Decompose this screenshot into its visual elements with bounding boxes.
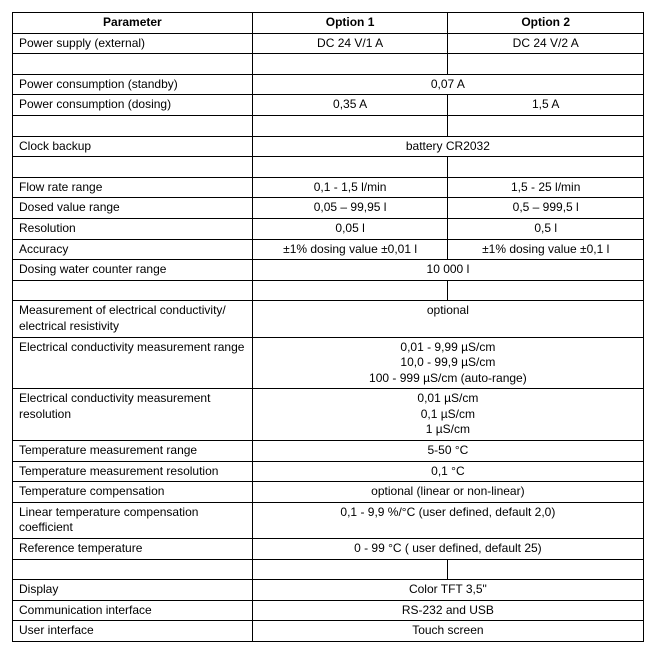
table-row: Clock backup battery CR2032 — [13, 136, 644, 157]
table-row: Electrical conductivity measurement reso… — [13, 389, 644, 441]
param-label: Reference temperature — [13, 539, 253, 560]
res-line: 1 µS/cm — [259, 422, 637, 438]
empty-cell — [252, 157, 448, 178]
table-row: Temperature measurement resolution 0,1 °… — [13, 461, 644, 482]
param-opt2: DC 24 V/2 A — [448, 33, 644, 54]
table-row: Temperature measurement range 5-50 °C — [13, 441, 644, 462]
param-merged: RS-232 and USB — [252, 600, 643, 621]
table-row: Linear temperature compensation coeffici… — [13, 502, 644, 538]
param-label: Electrical conductivity measurement reso… — [13, 389, 253, 441]
table-row: Resolution 0,05 l 0,5 l — [13, 218, 644, 239]
empty-cell — [252, 280, 448, 301]
param-label: Power consumption (standby) — [13, 74, 253, 95]
param-opt2: ±1% dosing value ±0,1 l — [448, 239, 644, 260]
table-row: Accuracy ±1% dosing value ±0,01 l ±1% do… — [13, 239, 644, 260]
table-empty-row — [13, 559, 644, 580]
param-merged: battery CR2032 — [252, 136, 643, 157]
table-empty-row — [13, 54, 644, 75]
header-parameter: Parameter — [13, 13, 253, 34]
param-label: Temperature measurement range — [13, 441, 253, 462]
table-row: Temperature compensation optional (linea… — [13, 482, 644, 503]
param-merged: 10 000 l — [252, 260, 643, 281]
empty-cell — [13, 157, 253, 178]
param-merged: 0,07 A — [252, 74, 643, 95]
param-label: Temperature compensation — [13, 482, 253, 503]
param-opt2: 0,5 l — [448, 218, 644, 239]
param-label: Dosed value range — [13, 198, 253, 219]
param-merged: optional — [252, 301, 643, 337]
empty-cell — [252, 115, 448, 136]
param-label: Power supply (external) — [13, 33, 253, 54]
table-empty-row — [13, 115, 644, 136]
param-label: Linear temperature compensation coeffici… — [13, 502, 253, 538]
param-merged: optional (linear or non-linear) — [252, 482, 643, 503]
param-label: Clock backup — [13, 136, 253, 157]
param-merged: 0,1 - 9,9 %/°C (user defined, default 2,… — [252, 502, 643, 538]
table-empty-row — [13, 157, 644, 178]
range-line: 100 - 999 µS/cm (auto-range) — [259, 371, 637, 387]
param-label: Dosing water counter range — [13, 260, 253, 281]
range-line: 0,01 - 9,99 µS/cm — [259, 340, 637, 356]
empty-cell — [448, 115, 644, 136]
table-row: Dosing water counter range 10 000 l — [13, 260, 644, 281]
empty-cell — [252, 54, 448, 75]
param-merged: Touch screen — [252, 621, 643, 642]
param-label: Flow rate range — [13, 177, 253, 198]
param-label: Communication interface — [13, 600, 253, 621]
param-label: Power consumption (dosing) — [13, 95, 253, 116]
header-option2: Option 2 — [448, 13, 644, 34]
table-row: Measurement of electrical conductivity/ … — [13, 301, 644, 337]
param-merged: 0,1 °C — [252, 461, 643, 482]
empty-cell — [252, 559, 448, 580]
param-opt1: 0,05 l — [252, 218, 448, 239]
param-merged-multiline: 0,01 µS/cm 0,1 µS/cm 1 µS/cm — [252, 389, 643, 441]
param-merged: 0 - 99 °C ( user defined, default 25) — [252, 539, 643, 560]
table-row: Reference temperature 0 - 99 °C ( user d… — [13, 539, 644, 560]
table-empty-row — [13, 280, 644, 301]
empty-cell — [448, 559, 644, 580]
table-row: Power supply (external) DC 24 V/1 A DC 2… — [13, 33, 644, 54]
table-row: Flow rate range 0,1 - 1,5 l/min 1,5 - 25… — [13, 177, 644, 198]
param-opt2: 0,5 – 999,5 l — [448, 198, 644, 219]
param-label: Electrical conductivity measurement rang… — [13, 337, 253, 389]
param-merged: Color TFT 3,5" — [252, 580, 643, 601]
res-line: 0,01 µS/cm — [259, 391, 637, 407]
table-row: Communication interface RS-232 and USB — [13, 600, 644, 621]
empty-cell — [448, 54, 644, 75]
param-opt2: 1,5 - 25 l/min — [448, 177, 644, 198]
res-line: 0,1 µS/cm — [259, 407, 637, 423]
empty-cell — [13, 559, 253, 580]
table-row: Dosed value range 0,05 – 99,95 l 0,5 – 9… — [13, 198, 644, 219]
header-option1: Option 1 — [252, 13, 448, 34]
range-line: 10,0 - 99,9 µS/cm — [259, 355, 637, 371]
table-row: User interface Touch screen — [13, 621, 644, 642]
empty-cell — [13, 54, 253, 75]
table-row: Power consumption (standby) 0,07 A — [13, 74, 644, 95]
param-opt1: 0,1 - 1,5 l/min — [252, 177, 448, 198]
param-merged-multiline: 0,01 - 9,99 µS/cm 10,0 - 99,9 µS/cm 100 … — [252, 337, 643, 389]
param-opt2: 1,5 A — [448, 95, 644, 116]
param-opt1: ±1% dosing value ±0,01 l — [252, 239, 448, 260]
param-label: Measurement of electrical conductivity/ … — [13, 301, 253, 337]
empty-cell — [13, 280, 253, 301]
empty-cell — [13, 115, 253, 136]
table-row: Power consumption (dosing) 0,35 A 1,5 A — [13, 95, 644, 116]
param-opt1: DC 24 V/1 A — [252, 33, 448, 54]
param-opt1: 0,05 – 99,95 l — [252, 198, 448, 219]
param-label: Resolution — [13, 218, 253, 239]
param-merged: 5-50 °C — [252, 441, 643, 462]
empty-cell — [448, 157, 644, 178]
param-label: User interface — [13, 621, 253, 642]
table-header-row: Parameter Option 1 Option 2 — [13, 13, 644, 34]
param-label: Accuracy — [13, 239, 253, 260]
param-label: Temperature measurement resolution — [13, 461, 253, 482]
param-opt1: 0,35 A — [252, 95, 448, 116]
param-label: Display — [13, 580, 253, 601]
empty-cell — [448, 280, 644, 301]
table-row: Electrical conductivity measurement rang… — [13, 337, 644, 389]
table-row: Display Color TFT 3,5" — [13, 580, 644, 601]
spec-table: Parameter Option 1 Option 2 Power supply… — [12, 12, 644, 642]
